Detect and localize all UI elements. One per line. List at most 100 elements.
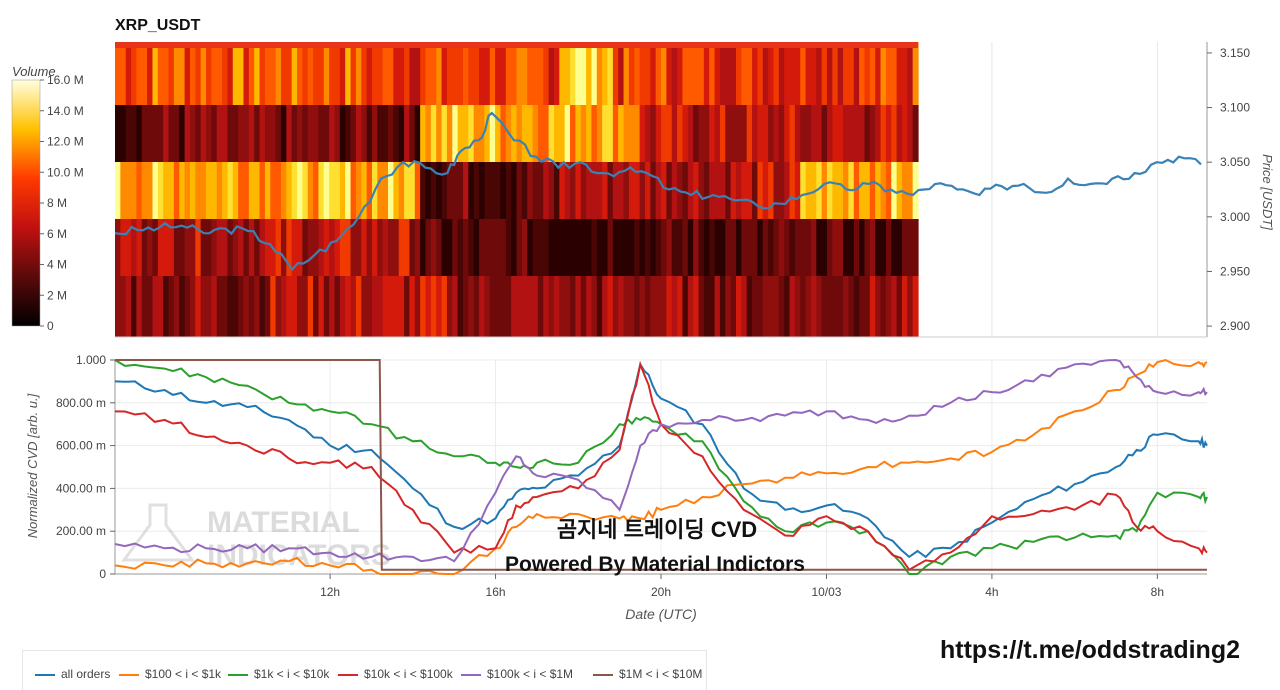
- heatmap-cell: [773, 219, 780, 276]
- heatmap-cell: [655, 162, 662, 219]
- heatmap-cell: [313, 162, 320, 219]
- heatmap-cell: [677, 42, 684, 105]
- heatmap-cell: [200, 219, 207, 276]
- heatmap-cell: [591, 276, 598, 337]
- heatmap-cell: [173, 162, 180, 219]
- legend-item[interactable]: $10k < i < $100k: [338, 667, 453, 681]
- heatmap-cell: [232, 219, 239, 276]
- legend-label: all orders: [61, 667, 111, 681]
- heatmap-cell: [254, 42, 261, 105]
- heatmap-cell: [473, 105, 480, 162]
- heatmap-cell: [173, 105, 180, 162]
- heatmap-cell: [388, 219, 394, 276]
- heatmap-cell: [768, 276, 775, 337]
- heatmap-cell: [703, 219, 710, 276]
- heatmap-cell: [211, 276, 218, 337]
- heatmap-cell: [275, 276, 282, 337]
- heatmap-cell: [746, 162, 753, 219]
- heatmap-cell: [366, 105, 373, 162]
- colorbar-tick-label: 10.0 M: [47, 165, 84, 179]
- watermark-brand-line1: MATERIAL: [207, 506, 360, 539]
- heatmap-cell: [307, 276, 314, 337]
- heatmap-cell: [409, 42, 416, 105]
- heatmap-cell: [757, 219, 764, 276]
- heatmap-cell: [163, 105, 170, 162]
- heatmap-cell: [227, 105, 234, 162]
- heatmap-cell: [479, 276, 485, 337]
- heatmap-cell: [484, 42, 491, 105]
- heatmap-cell: [173, 276, 180, 337]
- heatmap-cell: [264, 42, 271, 105]
- heatmap-cell: [291, 42, 298, 105]
- heatmap-cell: [778, 276, 785, 337]
- heatmap-cell: [682, 42, 689, 105]
- legend-item[interactable]: $100 < i < $1k: [119, 667, 221, 681]
- heatmap-cell: [388, 105, 394, 162]
- heatmap-cell: [896, 105, 903, 162]
- heatmap-cell: [650, 42, 657, 105]
- heatmap-cell: [687, 162, 694, 219]
- heatmap-cell: [409, 219, 416, 276]
- heatmap-cell: [527, 42, 534, 105]
- heatmap-cell: [361, 276, 368, 337]
- heatmap-cell: [596, 42, 603, 105]
- heatmap-cell: [323, 105, 330, 162]
- heatmap-cell: [794, 42, 801, 105]
- heatmap-cell: [591, 219, 598, 276]
- heatmap-cell: [254, 105, 261, 162]
- heatmap-cell: [826, 276, 833, 337]
- heatmap-cell: [318, 162, 325, 219]
- heatmap-cell: [206, 42, 212, 105]
- telegram-link[interactable]: https://t.me/oddstrading2: [940, 636, 1240, 664]
- heatmap-cell: [559, 219, 566, 276]
- heatmap-cell: [869, 42, 876, 105]
- heatmap-cell: [880, 276, 887, 337]
- price-axis-label: Price [USDT]: [1260, 154, 1275, 230]
- heatmap-cell: [746, 219, 753, 276]
- heatmap-cell: [901, 162, 908, 219]
- heatmap-cell: [195, 162, 202, 219]
- heatmap-cell: [735, 105, 742, 162]
- heatmap-cell: [430, 105, 437, 162]
- heatmap-cell: [270, 105, 277, 162]
- colorbar-tick-label: 14.0 M: [47, 104, 84, 118]
- heatmap-cell: [388, 162, 394, 219]
- heatmap-cell: [452, 276, 459, 337]
- heatmap-cell: [120, 276, 127, 337]
- heatmap-cell: [618, 42, 625, 105]
- price-tick-label: 3.100: [1220, 101, 1250, 115]
- heatmap-cell: [612, 219, 619, 276]
- cvd-axes: 0 200.00 m 400.00 m 600.00 m 800.00 m 1.000 12…: [56, 353, 1207, 599]
- heatmap-cell: [484, 162, 491, 219]
- heatmap-cell: [297, 276, 303, 337]
- heatmap-cell: [334, 276, 341, 337]
- heatmap-cell: [869, 162, 876, 219]
- heatmap-cell: [479, 162, 485, 219]
- heatmap-cell: [553, 162, 560, 219]
- heatmap-cell: [264, 162, 271, 219]
- heatmap-cell: [784, 162, 791, 219]
- heatmap-cell: [661, 219, 667, 276]
- heatmap-cell: [516, 42, 523, 105]
- heatmap-cell: [473, 276, 480, 337]
- heatmap-cell: [516, 105, 523, 162]
- legend-item[interactable]: $1k < i < $10k: [228, 667, 329, 681]
- heatmap-cell: [468, 219, 475, 276]
- heatmap-cell: [607, 42, 614, 105]
- legend-item[interactable]: $100k < i < $1M: [461, 667, 573, 681]
- heatmap-cell: [714, 42, 721, 105]
- heatmap-cell: [355, 162, 362, 219]
- heatmap-cell: [891, 219, 898, 276]
- heatmap-cell: [436, 219, 443, 276]
- colorbar-tick-label: 12.0 M: [47, 135, 84, 149]
- legend-item[interactable]: $1M < i < $10M: [593, 667, 702, 681]
- heatmap-cell: [730, 42, 737, 105]
- heatmap-cell: [623, 219, 630, 276]
- heatmap-cell: [345, 162, 352, 219]
- heatmap-cell: [628, 105, 635, 162]
- heatmap-cell: [318, 276, 325, 337]
- legend-item[interactable]: all orders: [35, 667, 110, 681]
- heatmap-cell: [382, 276, 389, 337]
- heatmap-cell: [655, 219, 662, 276]
- legend-swatch: [35, 673, 55, 676]
